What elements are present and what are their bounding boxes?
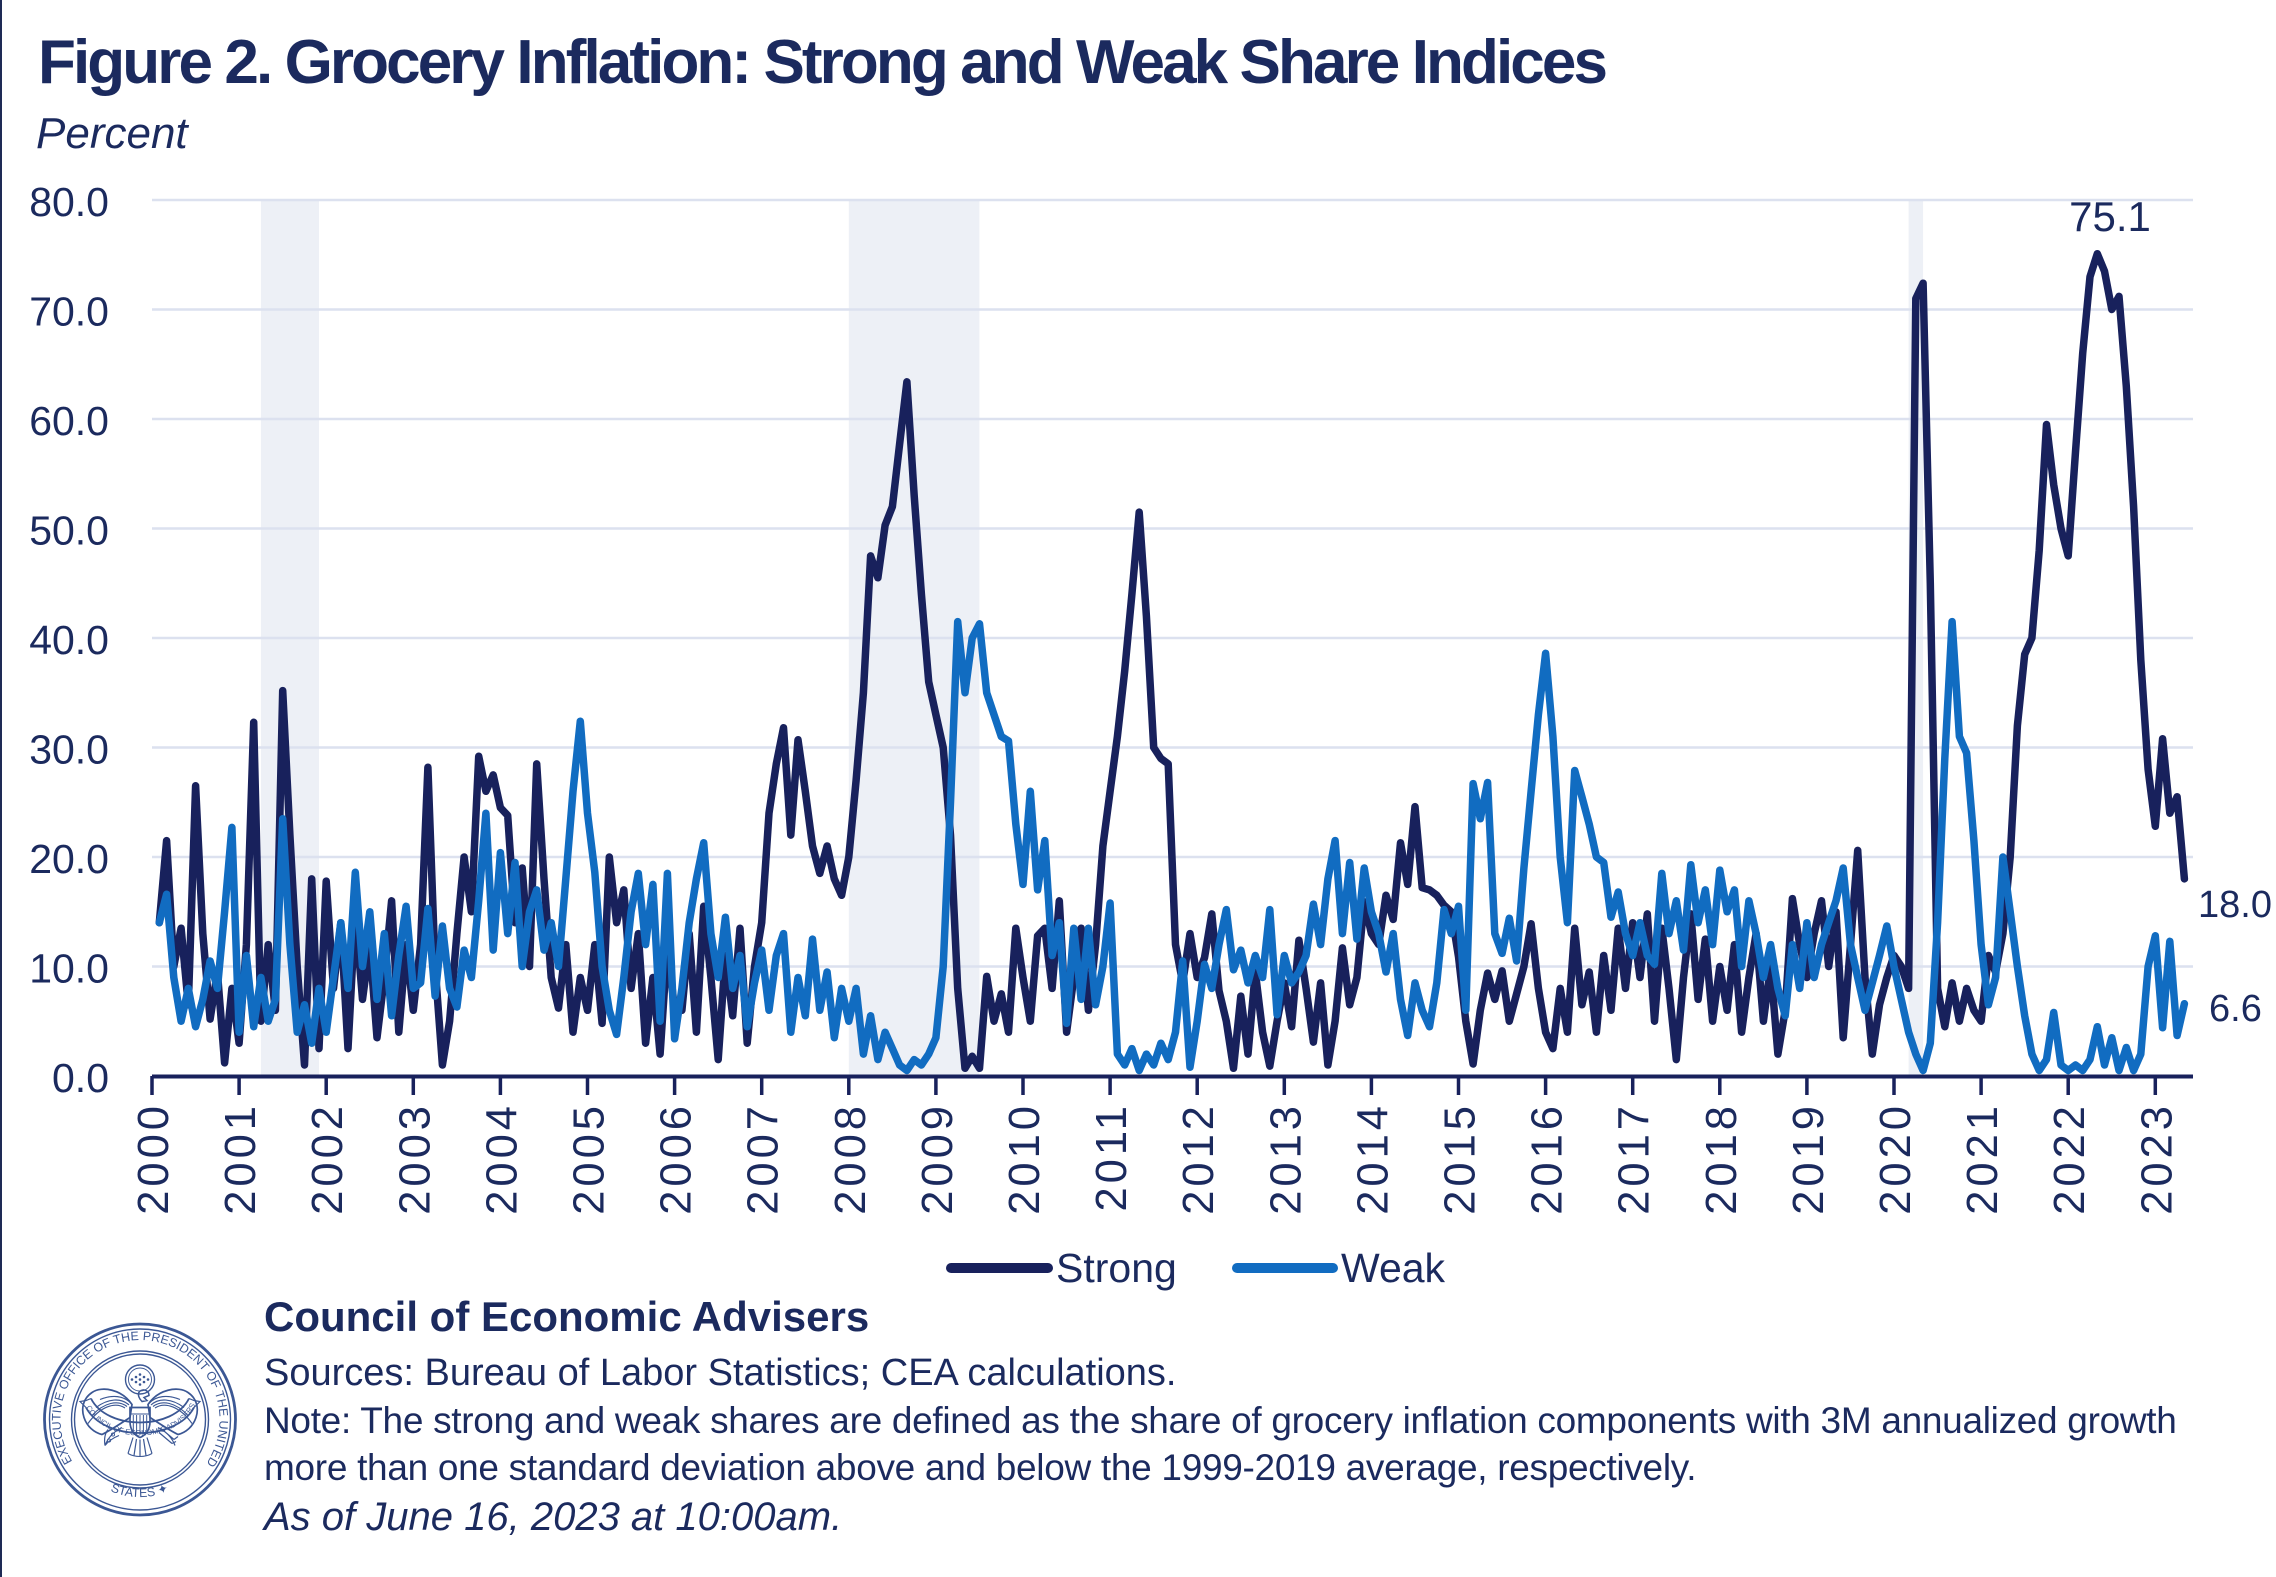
svg-text:60.0: 60.0 — [29, 398, 109, 444]
svg-text:2007: 2007 — [740, 1102, 788, 1215]
svg-text:2023: 2023 — [2133, 1102, 2181, 1215]
svg-text:2017: 2017 — [1611, 1102, 1659, 1215]
svg-text:2022: 2022 — [2046, 1102, 2094, 1215]
svg-text:2012: 2012 — [1175, 1102, 1223, 1215]
svg-text:2015: 2015 — [1437, 1102, 1485, 1215]
svg-text:6.6: 6.6 — [2209, 988, 2262, 1030]
svg-text:75.1: 75.1 — [2069, 193, 2151, 240]
svg-text:40.0: 40.0 — [29, 617, 109, 663]
svg-text:STATES ✦: STATES ✦ — [109, 1481, 170, 1500]
svg-text:2004: 2004 — [478, 1102, 526, 1215]
svg-text:2002: 2002 — [304, 1102, 352, 1215]
svg-text:2001: 2001 — [217, 1102, 265, 1215]
svg-text:2005: 2005 — [566, 1102, 614, 1215]
svg-text:2020: 2020 — [1872, 1102, 1920, 1215]
svg-text:2008: 2008 — [827, 1102, 875, 1215]
svg-text:30.0: 30.0 — [29, 727, 109, 773]
svg-text:2011: 2011 — [1088, 1102, 1136, 1212]
svg-text:80.0: 80.0 — [29, 179, 109, 225]
svg-text:Strong: Strong — [1056, 1245, 1177, 1291]
svg-text:2016: 2016 — [1524, 1102, 1572, 1215]
svg-text:2018: 2018 — [1698, 1102, 1746, 1215]
svg-text:2013: 2013 — [1262, 1102, 1310, 1215]
svg-text:2003: 2003 — [391, 1102, 439, 1215]
svg-text:2000: 2000 — [130, 1102, 178, 1215]
svg-text:18.0: 18.0 — [2198, 884, 2272, 926]
svg-text:Weak: Weak — [1341, 1245, 1446, 1291]
svg-text:2006: 2006 — [653, 1102, 701, 1215]
svg-text:2010: 2010 — [1001, 1102, 1049, 1215]
svg-text:10.0: 10.0 — [29, 946, 109, 992]
svg-text:2014: 2014 — [1349, 1102, 1397, 1215]
svg-text:20.0: 20.0 — [29, 836, 109, 882]
svg-text:0.0: 0.0 — [52, 1055, 109, 1101]
svg-text:70.0: 70.0 — [29, 289, 109, 335]
svg-text:2021: 2021 — [1959, 1102, 2007, 1215]
svg-text:2019: 2019 — [1785, 1102, 1833, 1215]
svg-text:2009: 2009 — [914, 1102, 962, 1215]
svg-text:50.0: 50.0 — [29, 508, 109, 554]
